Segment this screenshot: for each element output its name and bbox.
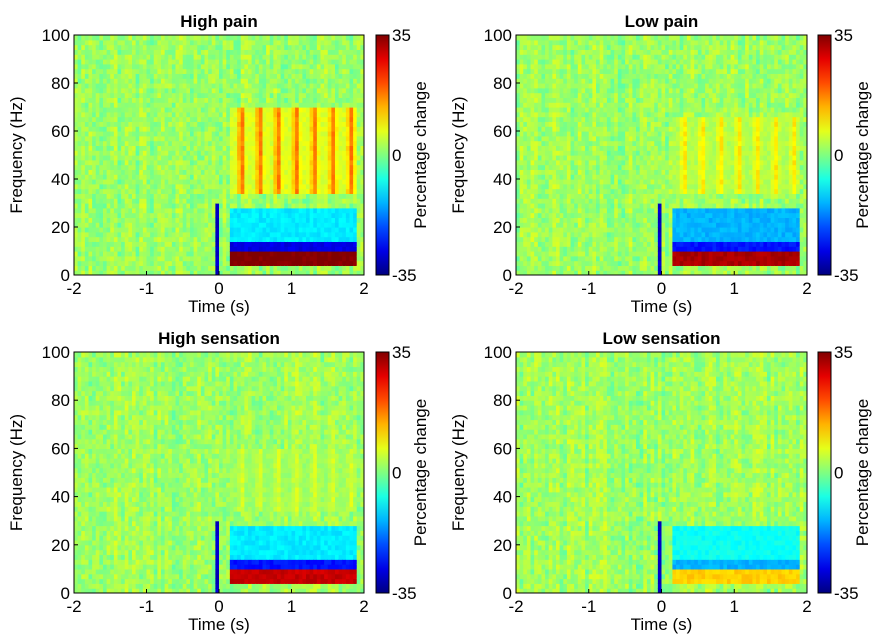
x-tick-label: 1 bbox=[730, 597, 739, 616]
heatmap bbox=[516, 352, 807, 593]
y-tick-label: 80 bbox=[51, 74, 70, 93]
x-tick-label: 0 bbox=[214, 279, 223, 298]
colorbar-tick-label: -35 bbox=[834, 266, 859, 285]
colorbar bbox=[817, 351, 832, 594]
colorbar-label: Percentage change bbox=[853, 399, 872, 546]
x-tick-label: -1 bbox=[139, 279, 154, 298]
x-tick-label: 2 bbox=[802, 597, 811, 616]
x-tick-label: -2 bbox=[508, 279, 523, 298]
y-axis-label: Frequency (Hz) bbox=[449, 96, 468, 213]
colorbar-tick-label: 0 bbox=[834, 146, 843, 165]
colorbar bbox=[375, 34, 390, 276]
x-tick-label: -2 bbox=[66, 597, 81, 616]
y-axis-label: Frequency (Hz) bbox=[7, 414, 26, 531]
colorbar-tick-label: -35 bbox=[392, 584, 417, 603]
y-tick-label: 80 bbox=[493, 391, 512, 410]
heatmap bbox=[74, 35, 364, 275]
y-tick-label: 60 bbox=[51, 439, 70, 458]
colorbar-tick-label: -35 bbox=[392, 266, 417, 285]
x-tick-label: 2 bbox=[359, 597, 368, 616]
y-tick-label: 100 bbox=[42, 26, 70, 45]
panel-title: High pain bbox=[180, 12, 257, 31]
x-tick-label: -2 bbox=[508, 597, 523, 616]
colorbar bbox=[817, 34, 832, 276]
x-axis-label: Time (s) bbox=[631, 297, 693, 316]
x-tick-label: 0 bbox=[657, 597, 666, 616]
colorbar-tick-label: 35 bbox=[834, 26, 853, 45]
x-tick-label: -1 bbox=[581, 597, 596, 616]
colorbar-tick-label: 35 bbox=[392, 343, 411, 362]
y-tick-label: 20 bbox=[493, 218, 512, 237]
x-tick-label: 0 bbox=[214, 597, 223, 616]
y-tick-label: 100 bbox=[42, 343, 70, 362]
y-tick-label: 20 bbox=[493, 536, 512, 555]
y-tick-label: 0 bbox=[503, 266, 512, 285]
y-tick-label: 20 bbox=[51, 218, 70, 237]
y-tick-label: 40 bbox=[51, 170, 70, 189]
x-tick-label: 0 bbox=[657, 279, 666, 298]
panel-title: Low pain bbox=[625, 12, 699, 31]
y-tick-label: 80 bbox=[493, 74, 512, 93]
x-tick-label: -2 bbox=[66, 279, 81, 298]
x-axis-label: Time (s) bbox=[631, 615, 693, 634]
x-tick-label: -1 bbox=[581, 279, 596, 298]
y-tick-label: 40 bbox=[493, 488, 512, 507]
y-tick-label: 40 bbox=[51, 488, 70, 507]
colorbar-label: Percentage change bbox=[411, 81, 430, 228]
x-axis-label: Time (s) bbox=[188, 297, 250, 316]
colorbar-tick-label: -35 bbox=[834, 584, 859, 603]
heatmap bbox=[74, 352, 364, 593]
y-tick-label: 60 bbox=[493, 439, 512, 458]
colorbar-tick-label: 0 bbox=[392, 464, 401, 483]
heatmap bbox=[516, 35, 807, 275]
y-tick-label: 100 bbox=[484, 26, 512, 45]
colorbar bbox=[375, 351, 390, 594]
y-tick-label: 60 bbox=[493, 122, 512, 141]
colorbar-tick-label: 35 bbox=[392, 26, 411, 45]
y-tick-label: 0 bbox=[61, 584, 70, 603]
y-tick-label: 0 bbox=[61, 266, 70, 285]
x-tick-label: 2 bbox=[802, 279, 811, 298]
y-axis-label: Frequency (Hz) bbox=[7, 96, 26, 213]
y-tick-label: 80 bbox=[51, 391, 70, 410]
colorbar-tick-label: 35 bbox=[834, 343, 853, 362]
y-tick-label: 40 bbox=[493, 170, 512, 189]
x-axis-label: Time (s) bbox=[188, 615, 250, 634]
x-tick-label: 2 bbox=[359, 279, 368, 298]
panel-title: Low sensation bbox=[602, 329, 720, 348]
x-tick-label: 1 bbox=[287, 597, 296, 616]
colorbar-label: Percentage change bbox=[853, 81, 872, 228]
colorbar-tick-label: 0 bbox=[834, 464, 843, 483]
x-tick-label: 1 bbox=[730, 279, 739, 298]
colorbar-label: Percentage change bbox=[411, 399, 430, 546]
y-tick-label: 20 bbox=[51, 536, 70, 555]
colorbar-tick-label: 0 bbox=[392, 146, 401, 165]
panel-title: High sensation bbox=[158, 329, 280, 348]
y-axis-label: Frequency (Hz) bbox=[449, 414, 468, 531]
y-tick-label: 60 bbox=[51, 122, 70, 141]
x-tick-label: 1 bbox=[287, 279, 296, 298]
x-tick-label: -1 bbox=[139, 597, 154, 616]
y-tick-label: 0 bbox=[503, 584, 512, 603]
y-tick-label: 100 bbox=[484, 343, 512, 362]
